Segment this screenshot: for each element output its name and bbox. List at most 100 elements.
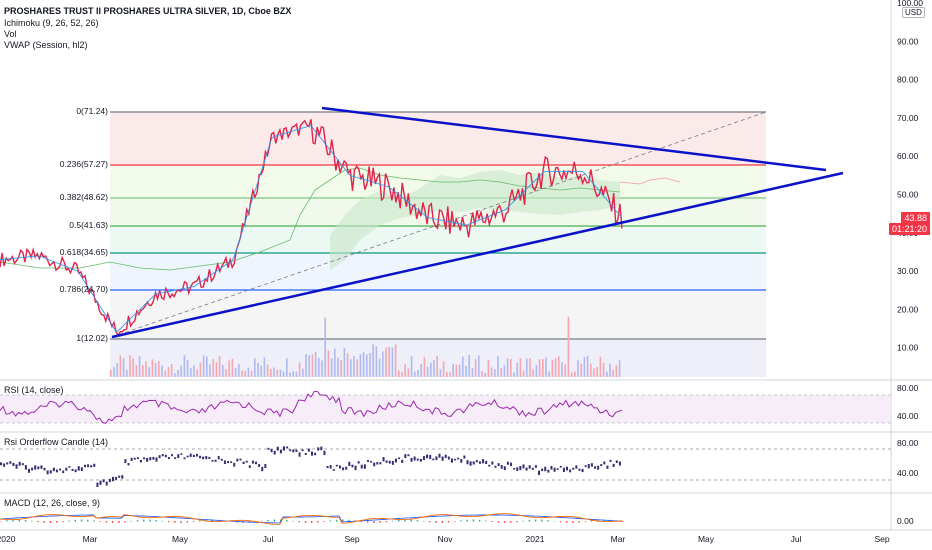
indicator-vol[interactable]: Vol bbox=[4, 29, 17, 39]
rsi-candle bbox=[472, 461, 475, 465]
rsi-candle bbox=[422, 456, 425, 460]
macd-bar bbox=[279, 519, 282, 522]
upper-trendline[interactable] bbox=[321, 106, 827, 172]
macd-bar bbox=[454, 521, 456, 522]
macd-bar bbox=[360, 521, 363, 522]
volume-bar bbox=[286, 358, 288, 377]
macd-bar bbox=[167, 521, 170, 523]
price-scale[interactable]: 100.00 90.00 80.00 70.00 60.00 50.00 40.00 30.0… bbox=[890, 0, 923, 530]
rsi-candle bbox=[223, 460, 226, 465]
pane-tick: 40.00 bbox=[897, 411, 919, 421]
rsi-candle bbox=[192, 454, 195, 458]
rsi-candle bbox=[553, 467, 556, 472]
volume-bar bbox=[170, 364, 173, 377]
rsi-candle bbox=[497, 463, 500, 467]
volume-bar bbox=[151, 359, 154, 377]
volume-bar bbox=[206, 356, 208, 377]
volume-bar bbox=[519, 358, 522, 377]
rsi-candle bbox=[342, 467, 345, 471]
macd-bar bbox=[31, 520, 33, 522]
volume-bar bbox=[449, 372, 451, 377]
time-tick: Jul bbox=[791, 534, 802, 544]
rsi-candle bbox=[500, 465, 503, 469]
rsi-pane[interactable] bbox=[0, 390, 891, 424]
volume-bar bbox=[116, 363, 118, 377]
macd-bar bbox=[410, 519, 412, 522]
rsi-title[interactable]: RSI (14, close) bbox=[4, 385, 64, 395]
rsi-candle bbox=[174, 457, 177, 460]
rsi-candle bbox=[108, 478, 111, 483]
macd-bar bbox=[6, 520, 8, 522]
rsi-candle bbox=[43, 467, 46, 471]
volume-bar bbox=[353, 356, 355, 377]
rsi-candle bbox=[382, 457, 385, 462]
ichimoku-lagging bbox=[0, 167, 621, 271]
volume-bar bbox=[174, 372, 176, 377]
volume-bar bbox=[350, 359, 352, 377]
macd-bar bbox=[62, 521, 64, 522]
rsi-candle bbox=[432, 458, 435, 461]
time-tick: May bbox=[698, 534, 715, 544]
time-tick: Jul bbox=[263, 534, 274, 544]
rsi-candle bbox=[488, 464, 491, 467]
volume-bar bbox=[369, 353, 371, 377]
volume-bar bbox=[580, 363, 582, 377]
volume-bar bbox=[356, 359, 358, 377]
volume-bar bbox=[346, 353, 349, 377]
time-axis[interactable]: 2020 Mar May Jul Sep Nov 2021 Mar May Jul Sep bbox=[0, 534, 890, 544]
macd-title[interactable]: MACD (12, 26, close, 9) bbox=[4, 498, 101, 508]
rsi-candle bbox=[335, 464, 338, 467]
rsi-candle-pane[interactable] bbox=[0, 446, 891, 488]
macd-bar bbox=[0, 521, 2, 522]
volume-bar bbox=[212, 359, 214, 377]
volume-bar bbox=[126, 369, 128, 377]
price-tick: 80.00 bbox=[897, 75, 919, 85]
volume-bar bbox=[462, 356, 464, 377]
rsi-candle-title[interactable]: Rsi Orderflow Candle (14) bbox=[4, 437, 109, 447]
macd-bar bbox=[510, 521, 512, 523]
rsi-candle bbox=[115, 476, 118, 480]
rsi-candle bbox=[559, 465, 562, 468]
currency-badge[interactable]: USD bbox=[902, 7, 925, 18]
rsi-candle bbox=[569, 469, 572, 473]
macd-bar bbox=[578, 521, 580, 523]
volume-bar bbox=[215, 362, 218, 377]
rsi-candle bbox=[578, 468, 581, 471]
lower-trendline[interactable] bbox=[111, 171, 844, 339]
rsi-candle bbox=[345, 466, 348, 470]
rsi-candle bbox=[584, 465, 587, 468]
rsi-candle bbox=[227, 461, 230, 464]
macd-pane[interactable] bbox=[0, 513, 624, 525]
volume-bar bbox=[270, 368, 272, 377]
rsi-candle bbox=[87, 464, 90, 468]
indicator-vwap[interactable]: VWAP (Session, hl2) bbox=[4, 40, 88, 50]
volume-bar bbox=[154, 362, 157, 377]
rsi-candle bbox=[242, 461, 245, 465]
macd-bar bbox=[211, 519, 213, 522]
volume-bar bbox=[609, 363, 611, 377]
volume-bar bbox=[263, 357, 266, 377]
macd-bar bbox=[516, 521, 518, 523]
rsi-candle bbox=[398, 457, 401, 460]
macd-bar bbox=[317, 521, 319, 523]
rsi-candle bbox=[326, 465, 329, 469]
last-price-label: 43.88 bbox=[901, 212, 930, 224]
price-tick: 100.00 bbox=[897, 0, 923, 8]
volume-bar bbox=[334, 348, 336, 377]
rsi-candle bbox=[55, 469, 58, 473]
indicator-ichimoku[interactable]: Ichimoku (9, 26, 52, 26) bbox=[4, 18, 99, 28]
macd-bar bbox=[180, 521, 182, 523]
volume-bar bbox=[481, 371, 483, 377]
rsi-candle bbox=[556, 468, 559, 470]
volume-bar bbox=[503, 365, 506, 377]
rsi-candle bbox=[199, 455, 202, 459]
volume-bar bbox=[484, 372, 486, 377]
macd-bar bbox=[323, 521, 325, 522]
macd-bar bbox=[174, 521, 176, 523]
price-tick: 70.00 bbox=[897, 113, 919, 123]
rsi-candle bbox=[503, 466, 506, 471]
rsi-candle bbox=[289, 449, 292, 452]
macd-bar bbox=[478, 519, 481, 522]
macd-bar bbox=[111, 521, 114, 523]
